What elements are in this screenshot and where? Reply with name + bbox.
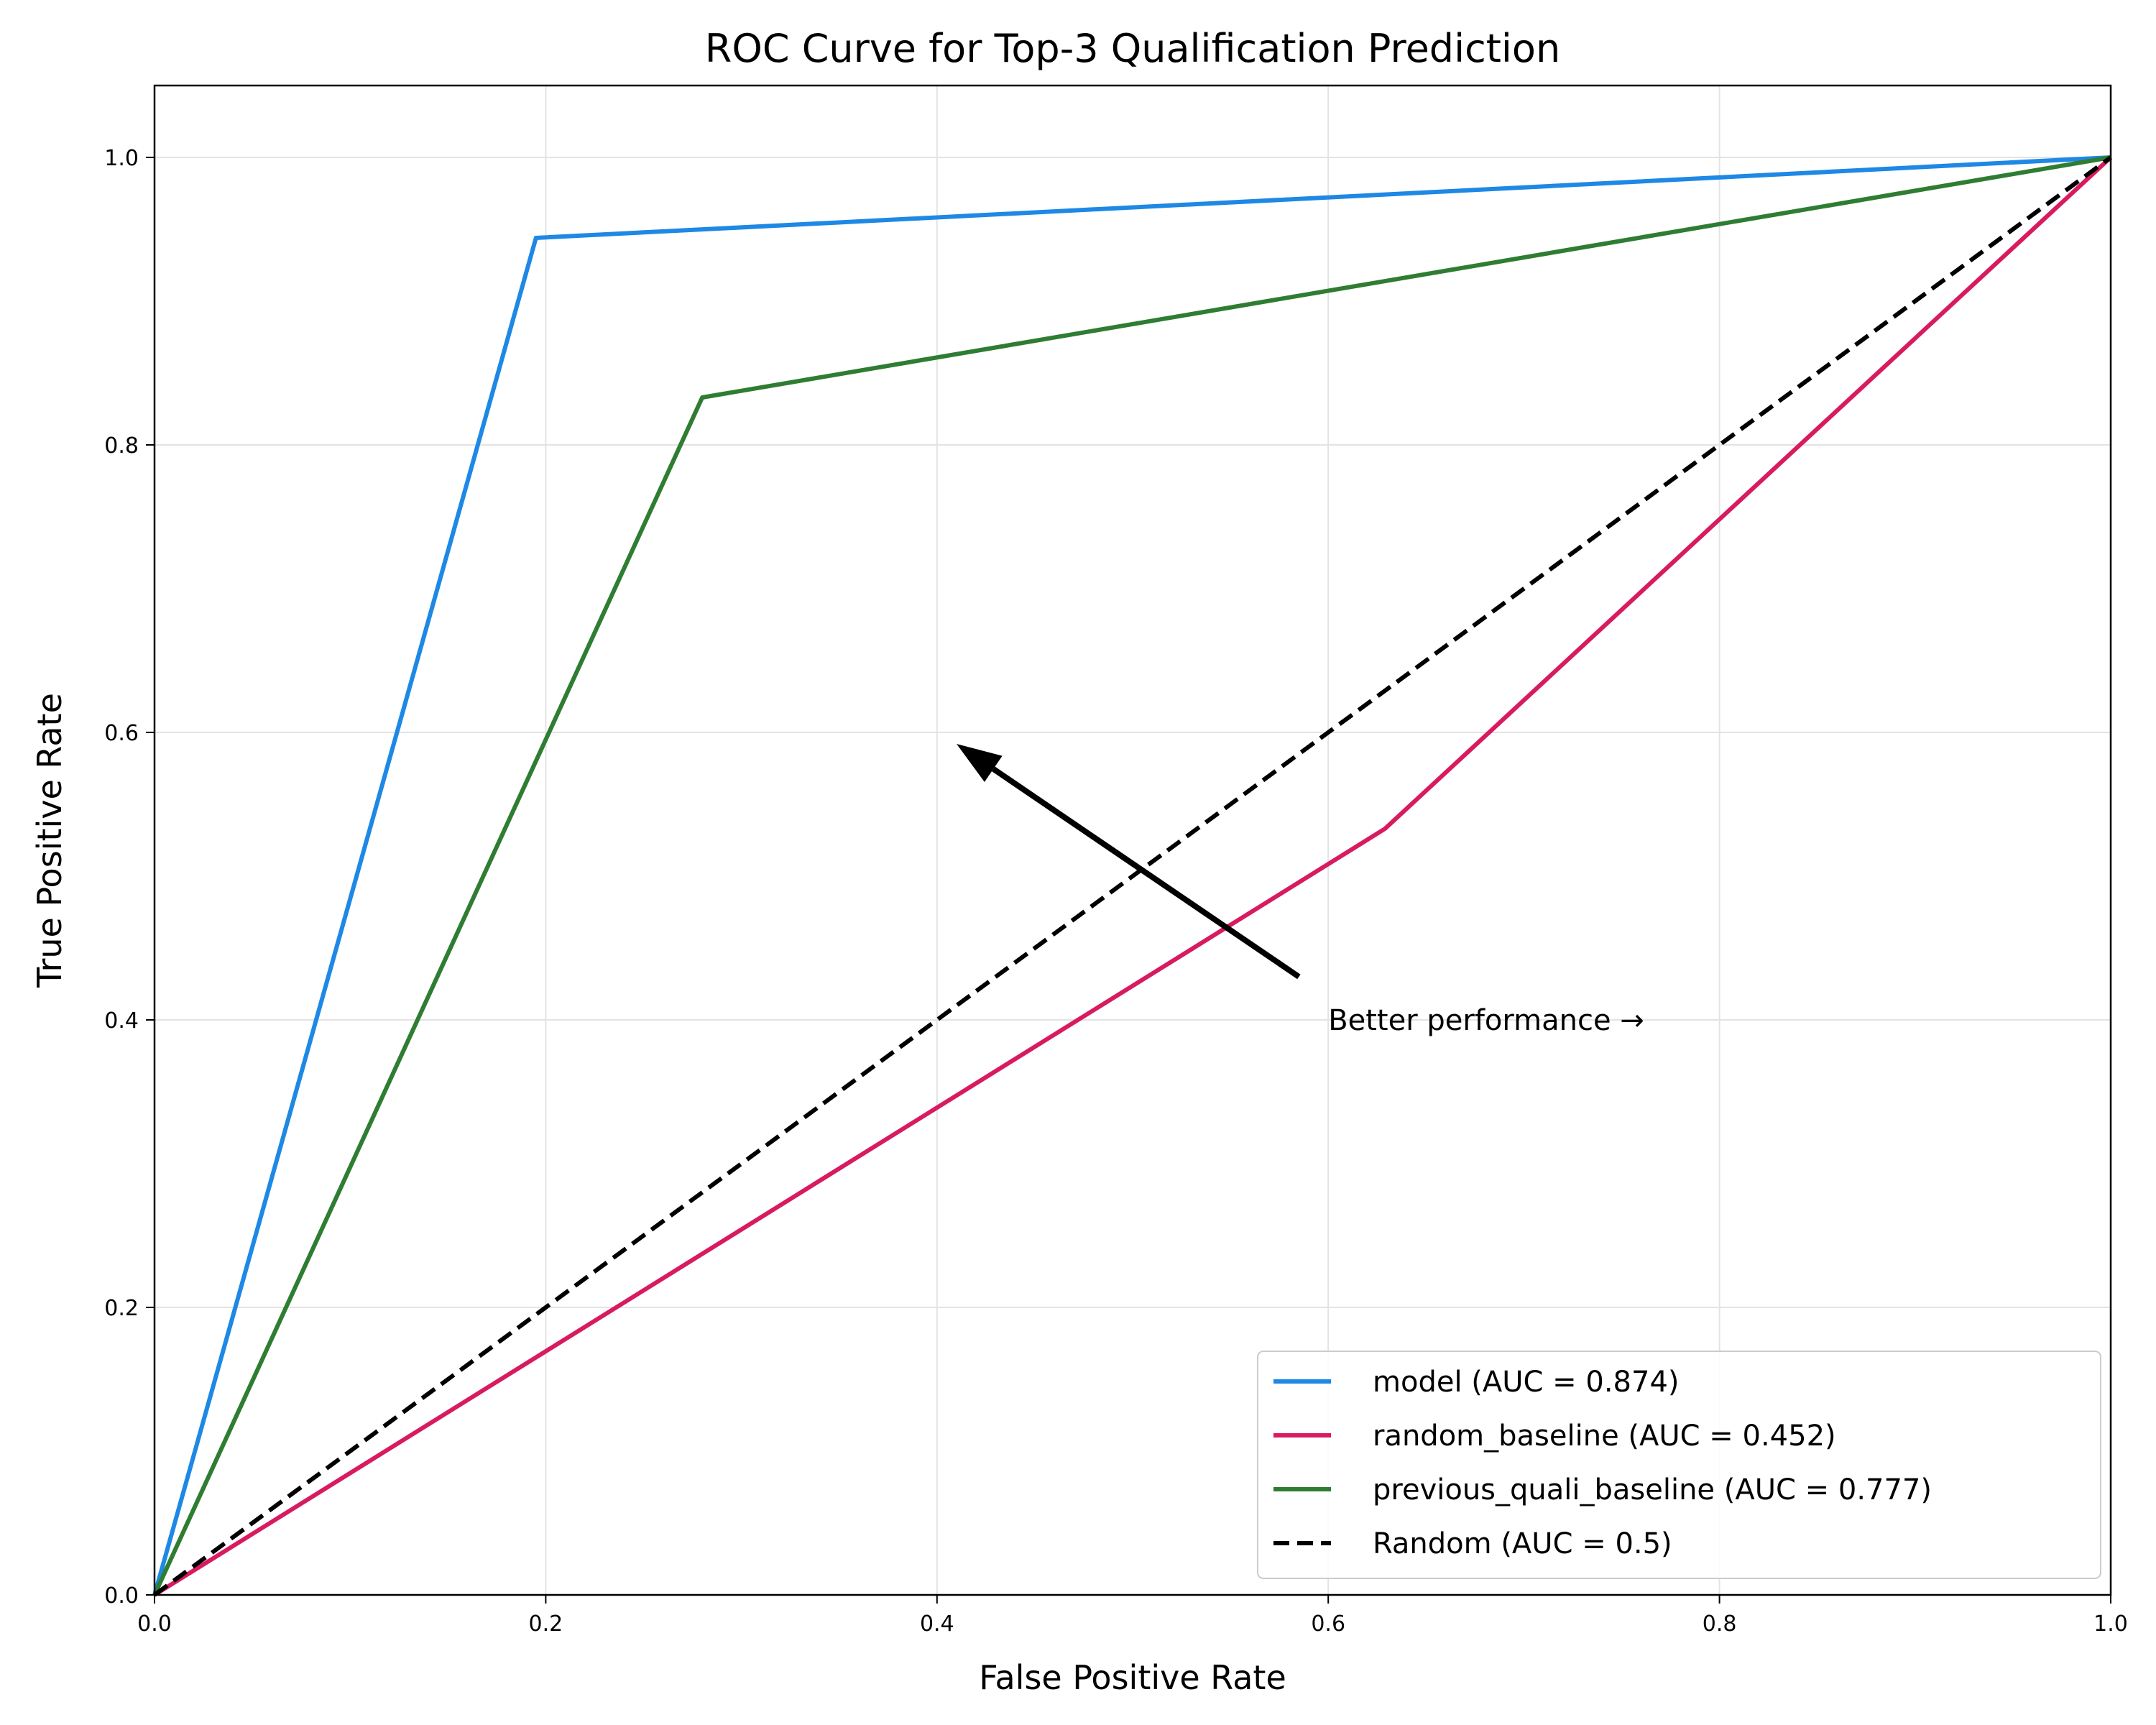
y-tick-label-2: 0.4 [104,1008,139,1034]
axis-ticks: 0.0 0.2 0.4 0.6 0.8 1.0 0.0 0.2 0.4 0.6 0.8 1.0 [104,146,2128,1637]
y-axis-title: True Positive Rate [30,693,69,988]
legend-label-2: previous_quali_baseline (AUC = 0.777) [1373,1473,1932,1506]
annotation-arrow-head [957,744,1003,783]
series-line-0 [152,155,2111,1596]
grid [154,86,2111,1596]
series-line-2 [152,155,2111,1596]
x-tick-label-3: 0.6 [1311,1611,1345,1637]
y-tick-label-4: 0.8 [104,433,139,459]
y-tick-label-0: 0.0 [104,1583,139,1609]
y-tick-label-5: 1.0 [104,146,139,171]
annotation: Better performance → [957,744,1644,1037]
y-tick-label-1: 0.2 [104,1296,139,1321]
annotation-arrow-shaft [992,766,1301,980]
x-tick-label-0: 0.0 [137,1611,172,1637]
y-tick-label-3: 0.6 [104,721,139,746]
series-lines [152,155,2113,1597]
plot-frame [153,84,2112,1596]
x-tick-label-4: 0.8 [1703,1611,1737,1637]
legend-label-0: model (AUC = 0.874) [1373,1366,1680,1399]
series-line-1 [153,155,2113,1597]
x-axis-title: False Positive Rate [979,1658,1286,1697]
legend: model (AUC = 0.874) random_baseline (AUC … [1257,1351,2101,1579]
chart-title: ROC Curve for Top-3 Qualification Predic… [705,26,1560,71]
annotation-text: Better performance → [1328,1004,1644,1037]
legend-label-1: random_baseline (AUC = 0.452) [1373,1420,1836,1453]
legend-label-3: Random (AUC = 0.5) [1373,1527,1672,1560]
x-tick-label-1: 0.2 [529,1611,563,1637]
legend-box [1257,1351,2101,1579]
x-tick-label-2: 0.4 [920,1611,954,1637]
series-line-3 [153,155,2112,1597]
x-tick-label-5: 1.0 [2093,1611,2128,1637]
